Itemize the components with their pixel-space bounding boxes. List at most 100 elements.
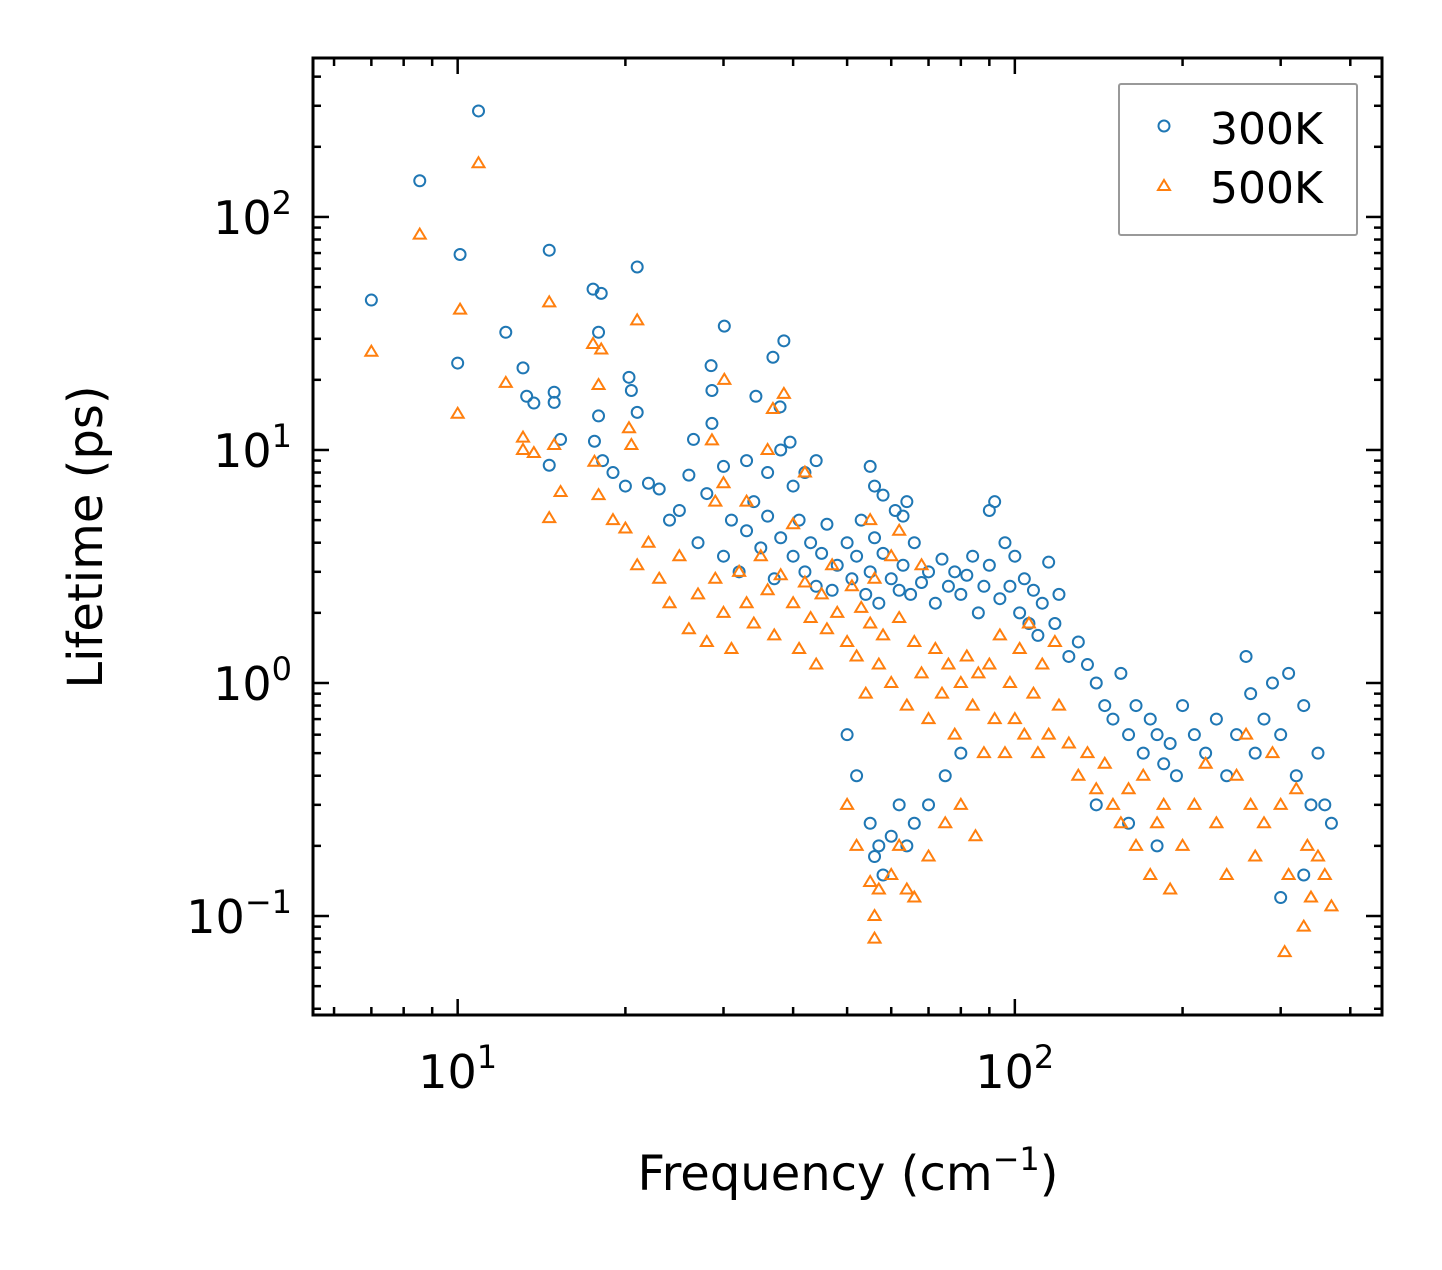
data-point-500K bbox=[1120, 781, 1137, 795]
data-point-300K bbox=[982, 558, 996, 572]
data-point-500K bbox=[541, 510, 558, 524]
data-point-300K bbox=[747, 495, 761, 509]
data-point-500K bbox=[819, 621, 835, 635]
data-point-300K bbox=[1187, 728, 1201, 742]
data-point-300K bbox=[587, 434, 601, 448]
data-point-300K bbox=[1017, 572, 1031, 586]
data-point-500K bbox=[1218, 867, 1235, 880]
data-point-300K bbox=[453, 248, 467, 262]
data-point-300K bbox=[700, 487, 714, 501]
data-point-500K bbox=[449, 405, 466, 419]
data-point-300K bbox=[892, 583, 906, 597]
data-point-500K bbox=[934, 685, 950, 699]
data-point-500K bbox=[1034, 656, 1051, 670]
data-point-300K bbox=[998, 536, 1012, 550]
data-point-500K bbox=[1021, 615, 1037, 629]
data-point-500K bbox=[1303, 889, 1319, 903]
data-point-300K bbox=[928, 596, 942, 610]
data-point-300K bbox=[868, 479, 882, 493]
data-point-500K bbox=[623, 437, 640, 451]
data-point-500K bbox=[986, 711, 1003, 725]
data-point-300K bbox=[672, 503, 686, 517]
data-point-500K bbox=[515, 429, 531, 443]
data-point-300K bbox=[922, 798, 936, 812]
data-point-500K bbox=[681, 621, 697, 635]
data-point-500K bbox=[605, 512, 621, 526]
data-point-500K bbox=[913, 557, 930, 571]
data-point-500K bbox=[452, 301, 468, 315]
data-point-300K bbox=[1265, 676, 1279, 690]
data-point-300K bbox=[896, 509, 910, 523]
data-point-500K bbox=[1197, 755, 1214, 769]
data-point-500K bbox=[759, 582, 776, 596]
legend: 300K 500K bbox=[1118, 83, 1358, 236]
data-point-500K bbox=[699, 634, 715, 647]
data-point-500K bbox=[1155, 796, 1172, 810]
data-point-300K bbox=[766, 350, 780, 364]
data-point-300K bbox=[1297, 868, 1311, 882]
data-point-500K bbox=[716, 371, 733, 385]
data-point-300K bbox=[630, 405, 644, 419]
data-point-300K bbox=[900, 839, 914, 853]
data-point-300K bbox=[754, 541, 768, 555]
legend-box bbox=[1118, 83, 1358, 236]
data-point-500K bbox=[1128, 837, 1144, 851]
data-point-500K bbox=[690, 586, 706, 600]
data-point-300K bbox=[641, 476, 655, 490]
data-point-300K bbox=[1098, 699, 1112, 713]
data-point-300K bbox=[786, 549, 800, 563]
data-point-500K bbox=[844, 578, 860, 592]
data-point-500K bbox=[848, 837, 865, 851]
data-point-300K bbox=[542, 243, 556, 257]
data-point-500K bbox=[707, 493, 724, 507]
data-point-500K bbox=[906, 634, 923, 647]
data-point-300K bbox=[592, 409, 606, 423]
data-point-300K bbox=[845, 572, 859, 586]
data-point-500K bbox=[866, 930, 883, 944]
data-point-500K bbox=[1317, 867, 1333, 880]
data-point-300K bbox=[850, 769, 864, 783]
x-tick-labels: 101 102 bbox=[418, 1038, 1054, 1099]
data-point-500K bbox=[715, 475, 732, 489]
data-point-500K bbox=[871, 881, 887, 895]
data-point-500K bbox=[997, 745, 1013, 759]
y-axis-label: Lifetime (ps) bbox=[58, 385, 114, 688]
data-point-500K bbox=[883, 675, 899, 688]
data-point-500K bbox=[891, 837, 907, 851]
y-tick-labels: 102 101 100 10−1 bbox=[186, 184, 292, 944]
data-point-500K bbox=[1016, 726, 1033, 740]
data-point-500K bbox=[593, 341, 610, 355]
data-point-300K bbox=[804, 536, 818, 550]
data-point-300K bbox=[1080, 658, 1094, 672]
data-point-300K bbox=[884, 572, 898, 586]
data-point-300K bbox=[786, 479, 800, 493]
data-point-300K bbox=[624, 383, 638, 397]
data-point-500K bbox=[791, 640, 807, 654]
data-point-300K bbox=[915, 575, 929, 589]
data-point-500K bbox=[883, 867, 899, 880]
data-point-300K bbox=[761, 466, 775, 480]
data-point-500K bbox=[813, 586, 830, 600]
data-point-300K bbox=[907, 816, 921, 830]
data-point-500K bbox=[541, 294, 558, 308]
data-point-500K bbox=[363, 343, 380, 357]
data-point-300K bbox=[809, 454, 823, 468]
data-point-300K bbox=[960, 568, 974, 582]
data-point-500K bbox=[1228, 767, 1245, 781]
data-point-500K bbox=[927, 640, 944, 654]
data-point-500K bbox=[526, 445, 542, 459]
data-point-300K bbox=[686, 432, 700, 446]
data-point-300K bbox=[1257, 712, 1271, 726]
data-point-300K bbox=[774, 443, 788, 457]
data-point-300K bbox=[907, 536, 921, 550]
data-point-300K bbox=[1114, 666, 1128, 680]
data-point-500K bbox=[848, 648, 865, 662]
data-point-300K bbox=[888, 503, 902, 517]
data-point-500K bbox=[1149, 815, 1165, 829]
data-point-300K bbox=[825, 583, 839, 597]
data-point-500K bbox=[470, 155, 487, 169]
data-point-300K bbox=[542, 458, 556, 472]
data-point-500K bbox=[1162, 881, 1178, 895]
data-point-300K bbox=[740, 454, 754, 468]
data-point-300K bbox=[451, 356, 465, 370]
